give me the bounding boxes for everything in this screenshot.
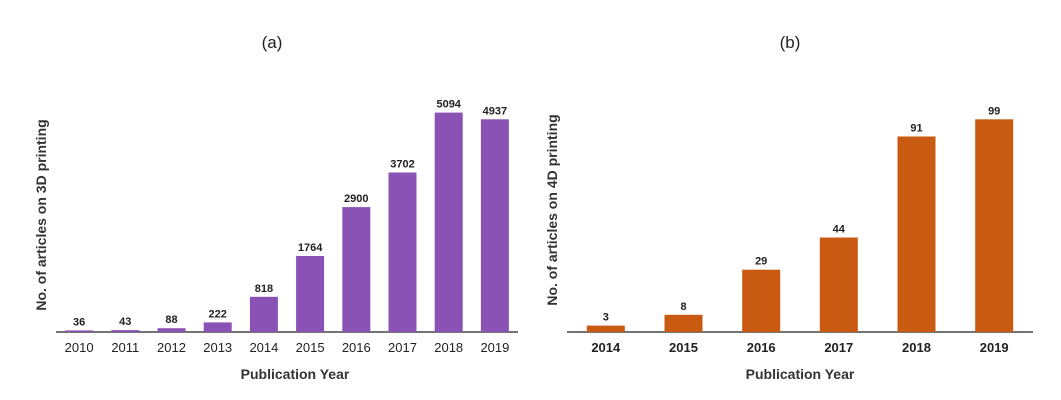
data-label-a-2014: 818 xyxy=(255,283,273,295)
chart-panel-b: (b) No. of articles on 4D printing Publi… xyxy=(544,33,1033,382)
data-label-a-2012: 88 xyxy=(165,314,177,326)
data-label-a-2015: 1764 xyxy=(298,242,323,254)
data-label-b-2018: 91 xyxy=(910,123,922,135)
x-tick-a-2012: 2012 xyxy=(157,340,186,355)
x-tick-b-2017: 2017 xyxy=(824,340,853,355)
bar-a-2014 xyxy=(249,296,278,332)
bar-a-2010 xyxy=(65,330,94,332)
x-tick-b-2019: 2019 xyxy=(980,340,1009,355)
bar-a-2011 xyxy=(111,330,140,332)
x-tick-a-2010: 2010 xyxy=(65,340,94,355)
x-axis-title-b: Publication Year xyxy=(746,366,855,382)
bar-b-2018 xyxy=(897,136,936,332)
bars-b: 3 2014 8 2015 29 2016 44 2017 91 2018 99 2019 xyxy=(586,105,1014,355)
data-label-a-2010: 36 xyxy=(73,316,85,328)
x-tick-a-2019: 2019 xyxy=(480,340,509,355)
data-label-a-2011: 43 xyxy=(119,316,131,328)
bar-a-2019 xyxy=(480,119,509,332)
bar-a-2018 xyxy=(434,112,463,332)
y-axis-title-a: No. of articles on 3D printing xyxy=(33,119,49,310)
data-label-b-2019: 99 xyxy=(988,105,1000,117)
x-tick-b-2015: 2015 xyxy=(669,340,698,355)
data-label-a-2013: 222 xyxy=(209,308,227,320)
bar-b-2014 xyxy=(586,325,625,332)
bar-b-2017 xyxy=(819,237,858,332)
data-label-b-2016: 29 xyxy=(755,256,767,268)
x-tick-b-2014: 2014 xyxy=(591,340,621,355)
bar-b-2015 xyxy=(664,314,703,332)
x-tick-a-2014: 2014 xyxy=(249,340,278,355)
data-label-a-2018: 5094 xyxy=(436,99,461,111)
bar-b-2016 xyxy=(742,269,781,332)
bar-a-2015 xyxy=(296,256,325,332)
bar-a-2013 xyxy=(203,322,232,332)
x-tick-a-2011: 2011 xyxy=(111,340,139,355)
y-axis-title-b: No. of articles on 4D printing xyxy=(544,114,560,305)
data-label-a-2019: 4937 xyxy=(483,105,507,117)
data-label-b-2015: 8 xyxy=(680,301,686,313)
x-tick-b-2018: 2018 xyxy=(902,340,931,355)
x-axis-title-a: Publication Year xyxy=(241,366,350,382)
x-tick-a-2015: 2015 xyxy=(296,340,325,355)
panel-label-a: (a) xyxy=(262,33,283,52)
bars-a: 36 2010 43 2011 88 2012 222 2013 818 2014 1764 2015… xyxy=(65,99,510,355)
x-tick-a-2018: 2018 xyxy=(434,340,463,355)
data-label-b-2014: 3 xyxy=(603,312,609,324)
panel-label-b: (b) xyxy=(780,33,801,52)
x-tick-b-2016: 2016 xyxy=(747,340,776,355)
data-label-a-2017: 3702 xyxy=(390,159,414,171)
x-tick-a-2017: 2017 xyxy=(388,340,417,355)
data-label-a-2016: 2900 xyxy=(344,193,368,205)
bar-a-2012 xyxy=(157,328,186,332)
x-tick-a-2016: 2016 xyxy=(342,340,371,355)
data-label-b-2017: 44 xyxy=(833,224,846,236)
bar-b-2019 xyxy=(975,119,1014,332)
bar-a-2017 xyxy=(388,172,417,332)
x-tick-a-2013: 2013 xyxy=(203,340,232,355)
chart-panel-a: (a) No. of articles on 3D printing Publi… xyxy=(33,33,518,382)
bar-a-2016 xyxy=(342,207,371,332)
